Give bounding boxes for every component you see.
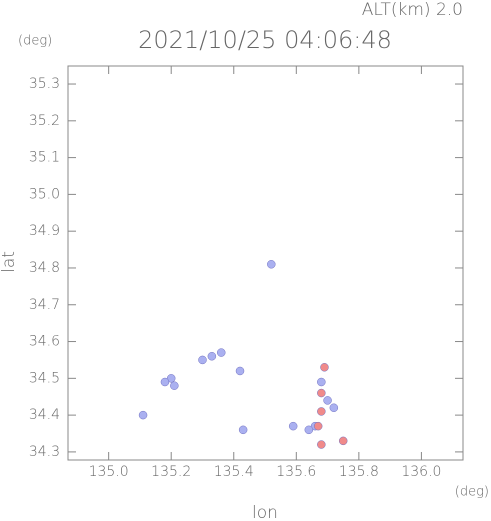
- y-tick-label: 34.8: [29, 260, 60, 276]
- echo-point: [338, 436, 348, 446]
- echo-point: [317, 440, 326, 449]
- echo-point: [317, 388, 326, 398]
- y-tick-label: 34.6: [29, 334, 60, 350]
- y-axis-label: lat: [0, 251, 19, 273]
- y-tick-label: 34.4: [29, 407, 60, 423]
- echo-point: [323, 396, 332, 405]
- x-tick-label: 135.0: [89, 464, 129, 480]
- x-unit: (deg): [455, 485, 489, 500]
- echo-point: [320, 363, 329, 372]
- echo-point: [235, 366, 245, 376]
- y-tick-label: 35.0: [29, 186, 60, 202]
- altitude-label: ALT(km) 2.0: [362, 0, 463, 20]
- y-tick-label: 34.9: [29, 223, 60, 239]
- echo-point: [313, 421, 323, 431]
- echo-point: [317, 377, 326, 387]
- x-tick-label: 135.6: [276, 464, 316, 480]
- echo-point: [198, 355, 207, 365]
- y-tick-label: 35.2: [29, 113, 60, 129]
- echo-point: [166, 374, 176, 383]
- echo-point: [267, 260, 276, 269]
- x-tick-label: 136.0: [401, 464, 441, 480]
- echo-point: [160, 377, 170, 387]
- echo-point: [304, 425, 314, 435]
- y-tick-label: 35.1: [29, 150, 60, 166]
- y-tick-label: 35.3: [29, 76, 60, 92]
- y-tick-label: 34.5: [29, 370, 60, 386]
- chart-title: 2021/10/25 04:06:48: [138, 26, 392, 54]
- echo-point: [288, 421, 298, 431]
- x-tick-label: 135.4: [214, 464, 254, 480]
- x-tick-label: 135.2: [151, 464, 191, 480]
- echo-point: [207, 352, 217, 361]
- y-tick-label: 34.3: [29, 444, 60, 460]
- echo-point: [238, 425, 248, 435]
- x-tick-label: 135.8: [339, 464, 379, 480]
- echo-point: [170, 381, 179, 390]
- echo-point: [138, 410, 148, 420]
- echo-point: [216, 348, 226, 357]
- plot-frame: [67, 65, 464, 461]
- echo-point: [329, 403, 339, 413]
- y-unit: (deg): [18, 34, 52, 49]
- echo-point: [317, 407, 326, 416]
- x-axis-label: lon: [252, 503, 278, 521]
- y-tick-label: 34.7: [29, 297, 60, 313]
